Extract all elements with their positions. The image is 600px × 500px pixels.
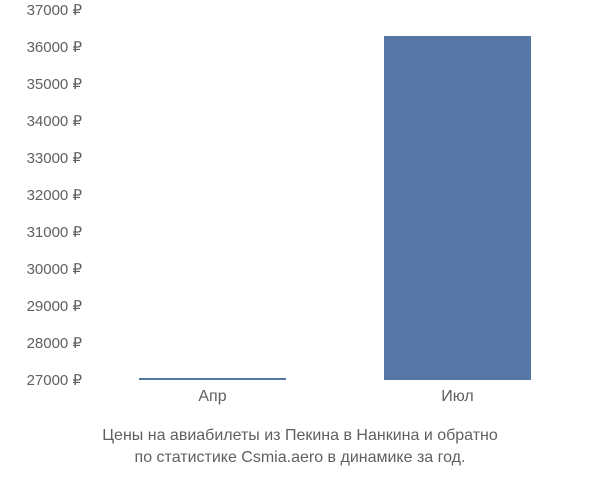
y-tick-label: 35000 ₽ <box>27 75 82 93</box>
caption-line-1: Цены на авиабилеты из Пекина в Нанкина и… <box>102 427 498 444</box>
chart-caption: Цены на авиабилеты из Пекина в Нанкина и… <box>0 425 600 470</box>
x-axis-labels: Апр Июл <box>90 388 580 413</box>
y-tick-label: 29000 ₽ <box>27 297 82 315</box>
bar <box>139 378 286 380</box>
y-axis: 27000 ₽28000 ₽29000 ₽30000 ₽31000 ₽32000… <box>0 10 90 380</box>
x-tick-label: Июл <box>441 388 473 406</box>
y-tick-label: 31000 ₽ <box>27 223 82 241</box>
chart-container: 27000 ₽ 28000 ₽ 29000 ₽ 30000 ₽ 31000 ₽ 32000… <box>0 0 600 500</box>
y-tick-label: 37000 ₽ <box>27 1 82 19</box>
y-tick-label: 27000 ₽ <box>27 371 82 389</box>
y-tick-label: 28000 ₽ <box>27 334 82 352</box>
bar <box>384 36 531 380</box>
y-tick-label: 32000 ₽ <box>27 186 82 204</box>
y-tick-label: 36000 ₽ <box>27 38 82 56</box>
y-tick-label: 30000 ₽ <box>27 260 82 278</box>
plot-area <box>90 10 580 380</box>
caption-line-2: по статистике Csmia.aero в динамике за г… <box>135 449 466 466</box>
x-tick-label: Апр <box>198 388 226 406</box>
y-tick-label: 33000 ₽ <box>27 149 82 167</box>
y-tick-label: 34000 ₽ <box>27 112 82 130</box>
